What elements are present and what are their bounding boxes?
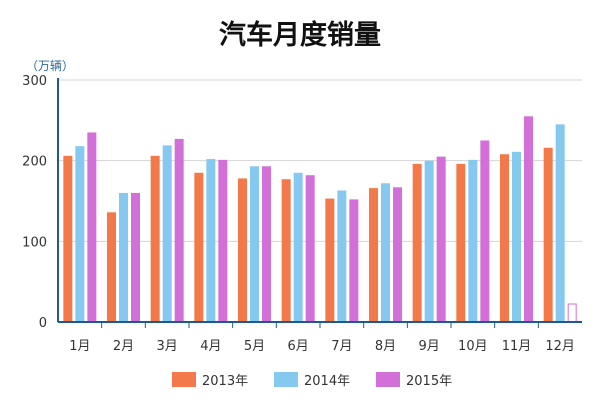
x-tick-label: 12月 [545, 339, 575, 354]
bar-0-6 [325, 198, 335, 322]
bar-1-3 [206, 159, 216, 322]
bar-0-1 [107, 212, 116, 322]
bars [63, 116, 577, 323]
y-tick-label: 100 [22, 235, 47, 250]
bar-1-4 [250, 166, 259, 322]
bar-1-7 [381, 183, 390, 322]
x-tick-label: 3月 [157, 339, 178, 354]
x-tick-label: 10月 [458, 339, 488, 354]
axes [57, 78, 582, 328]
bar-1-8 [424, 160, 434, 322]
bar-2-11 [567, 303, 577, 323]
y-tick-label: 300 [22, 74, 47, 89]
unit-label: （万辆） [26, 59, 74, 73]
bar-2-2 [174, 138, 184, 322]
bar-2-0 [87, 132, 97, 322]
x-tick-label: 6月 [288, 339, 309, 354]
x-axis-ticks: 1月 2月 3月 4月 5月 6月 7月 8月 9月 10月 11月 12月 [69, 339, 575, 354]
bar-2-9 [480, 140, 490, 322]
bar-2-4 [262, 166, 271, 322]
bar-1-10 [512, 151, 521, 322]
x-tick-label: 11月 [502, 339, 532, 354]
bar-0-11 [543, 147, 553, 322]
legend-label-2: 2015年 [406, 374, 452, 389]
bar-1-5 [293, 172, 303, 322]
legend-swatch-0 [172, 372, 196, 387]
y-tick-label: 0 [39, 316, 47, 331]
y-axis-ticks: 0 100 200 300 [22, 74, 47, 331]
bar-0-2 [150, 155, 160, 322]
bar-1-11 [555, 124, 565, 322]
bar-1-1 [119, 192, 128, 322]
legend: 2013年 2014年 2015年 [172, 372, 452, 389]
grid-lines [58, 79, 582, 242]
bar-1-2 [162, 145, 172, 322]
x-tick-label: 5月 [244, 339, 265, 354]
legend-swatch-1 [274, 372, 298, 387]
x-tick-label: 4月 [200, 339, 221, 354]
bar-0-9 [456, 163, 466, 322]
bar-0-5 [281, 179, 291, 322]
x-tick-label: 2月 [113, 339, 134, 354]
bar-2-1 [131, 192, 140, 322]
legend-swatch-2 [376, 372, 400, 387]
legend-label-1: 2014年 [304, 374, 350, 389]
bar-2-8 [436, 156, 446, 322]
x-tick-label: 9月 [419, 339, 440, 354]
bar-1-0 [75, 146, 85, 322]
bar-0-8 [412, 163, 422, 322]
legend-label-0: 2013年 [202, 374, 248, 389]
bar-2-6 [349, 199, 359, 322]
x-tick-label: 1月 [69, 339, 90, 354]
bar-2-3 [218, 159, 228, 322]
bar-1-6 [337, 190, 347, 322]
chart-title: 汽车月度销量 [219, 19, 381, 51]
bar-2-5 [305, 175, 315, 322]
bar-0-0 [63, 155, 73, 322]
bar-0-7 [369, 188, 378, 322]
y-tick-label: 200 [22, 155, 47, 170]
bar-0-10 [500, 154, 509, 322]
bar-2-10 [524, 116, 533, 322]
x-tick-label: 7月 [331, 339, 352, 354]
bar-0-3 [194, 172, 204, 322]
bar-0-4 [238, 178, 247, 322]
bar-1-9 [468, 159, 478, 322]
bar-2-7 [393, 187, 402, 322]
x-tick-label: 8月 [375, 339, 396, 354]
